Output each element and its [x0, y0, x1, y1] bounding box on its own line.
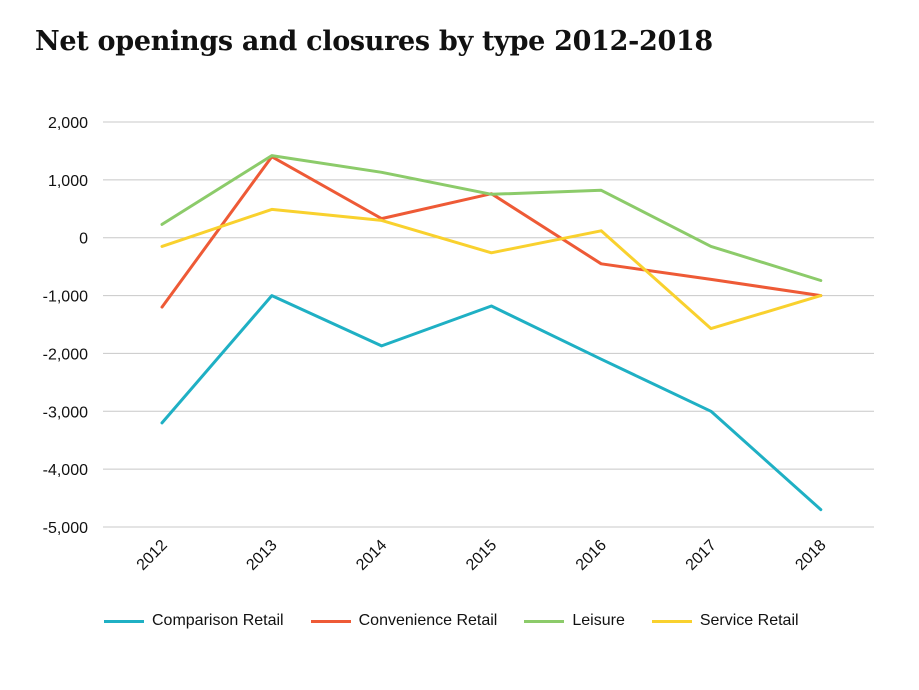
legend-item: Leisure: [524, 612, 625, 630]
legend-item: Service Retail: [651, 612, 799, 630]
legend-item: Comparison Retail: [104, 612, 284, 630]
series-line-leisure: [160, 154, 823, 282]
legend-label: Service Retail: [699, 612, 799, 629]
legend-swatch: [651, 619, 692, 623]
y-tick-label: -5,000: [43, 520, 88, 537]
legend-label: Convenience Retail: [358, 612, 498, 629]
y-tick-label: 0: [79, 231, 88, 248]
y-axis-ticks: 2,000 1,000 0 -1,000 -2,000 -3,000 -4,000 -5,00…: [43, 115, 88, 537]
legend-label: Comparison Retail: [152, 612, 284, 629]
series-line-comparison-retail: [160, 294, 823, 512]
x-tick-label: 2018: [792, 537, 829, 574]
legend-swatch: [310, 619, 351, 623]
series-line-service-retail: [160, 207, 823, 331]
legend: Comparison Retail Convenience Retail Leisu…: [104, 612, 826, 630]
x-tick-label: 2013: [243, 537, 280, 574]
x-tick-label: 2016: [573, 537, 610, 574]
x-tick-label: 2017: [683, 537, 720, 574]
y-tick-label: 1,000: [48, 173, 88, 190]
x-tick-label: 2015: [463, 537, 500, 574]
y-tick-label: -4,000: [43, 462, 88, 479]
legend-swatch: [104, 619, 144, 623]
y-tick-label: -3,000: [43, 404, 88, 421]
chart-title: Net openings and closures by type 2012-2…: [35, 26, 713, 57]
y-tick-label: 2,000: [48, 115, 88, 132]
x-tick-label: 2014: [353, 537, 390, 574]
legend-item: Convenience Retail: [310, 612, 498, 630]
legend-swatch: [524, 619, 565, 623]
gridlines: [103, 121, 874, 528]
series-line-convenience-retail: [160, 155, 823, 309]
series-lines: [160, 154, 823, 512]
legend-label: Leisure: [572, 612, 625, 629]
y-tick-label: -2,000: [43, 346, 88, 363]
x-tick-label: 2012: [134, 537, 171, 574]
x-axis-ticks: 2012 2013 2014 2015 2016 2017 2018: [134, 537, 830, 574]
y-tick-label: -1,000: [43, 289, 88, 306]
